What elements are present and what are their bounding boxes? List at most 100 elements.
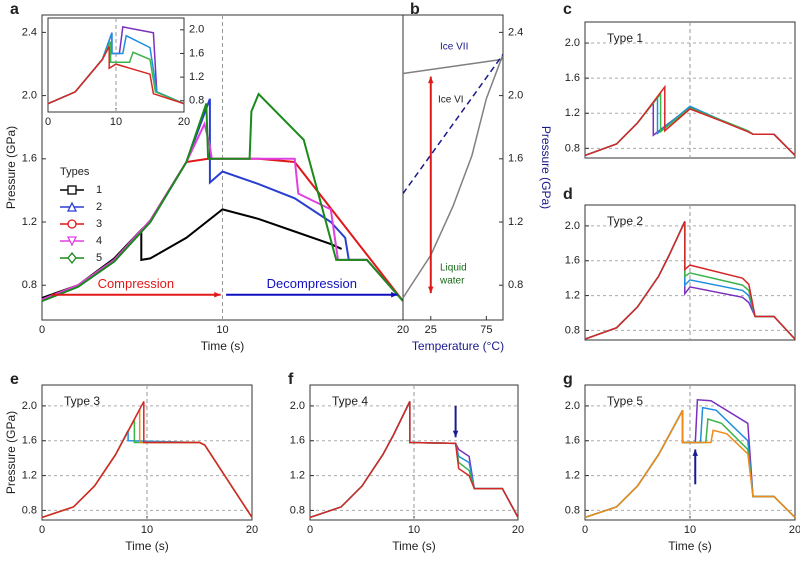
panel-title: Type 1 (607, 31, 643, 45)
y-tick-label: 0.8 (290, 504, 305, 516)
y-axis-title: Pressure (GPa) (539, 126, 553, 209)
panel-letter: c (563, 1, 572, 18)
y-tick-label: 2.0 (565, 220, 580, 232)
y-tick-label: 0.8 (22, 279, 37, 291)
y-tick-label: 2.0 (22, 90, 37, 102)
series-line (41, 208, 343, 299)
y-tick-label: 1.6 (22, 435, 37, 447)
legend-label: 3 (96, 218, 102, 230)
series-line (584, 409, 796, 519)
legend-label: 2 (96, 201, 102, 213)
y-tick-label: 2.4 (22, 26, 37, 38)
arrow-head (214, 291, 221, 298)
y-axis-title: Pressure (GPa) (4, 411, 18, 494)
x-tick-label: 25 (425, 324, 437, 336)
y-tick-label: 1.6 (508, 153, 523, 165)
x-axis-title: Time (s) (392, 539, 436, 553)
panel-letter: f (288, 371, 294, 388)
x-tick-label: 20 (246, 524, 258, 536)
y-tick-label: 2.0 (565, 400, 580, 412)
y-tick-label: 1.2 (565, 289, 580, 301)
x-tick-label: 75 (480, 324, 492, 336)
x-tick-label: 20 (512, 524, 524, 536)
arrow-label: Decompression (267, 276, 357, 291)
x-tick-label: 10 (684, 524, 696, 536)
panel-letter: e (10, 371, 19, 388)
y-tick-label: 0.8 (508, 279, 523, 291)
arrow-head (428, 286, 434, 294)
y-tick-label: 2.0 (290, 400, 305, 412)
x-tick-label: 10 (141, 524, 153, 536)
legend-label: 5 (96, 252, 102, 264)
x-axis-title: Time (s) (668, 539, 712, 553)
arrow-head (452, 430, 459, 438)
x-tick-label: 10 (110, 116, 122, 128)
y-tick-label: 0.8 (565, 142, 580, 154)
series-line (402, 54, 504, 299)
x-tick-label: 0 (39, 524, 45, 536)
legend-label: 1 (96, 184, 102, 196)
y-tick-label: 2.0 (189, 24, 204, 36)
y-tick-label: 1.2 (290, 469, 305, 481)
legend-title: Types (60, 166, 90, 178)
x-tick-label: 0 (582, 524, 588, 536)
panel-title: Type 3 (64, 394, 100, 408)
panel-letter: d (563, 186, 573, 203)
y-axis-title: Pressure (GPa) (4, 126, 18, 209)
series-line (41, 92, 404, 302)
y-tick-label: 1.6 (189, 47, 204, 59)
panel-title: Type 2 (607, 214, 643, 228)
x-tick-label: 0 (45, 116, 51, 128)
arrow-head (692, 449, 698, 456)
y-tick-label: 2.0 (508, 90, 523, 102)
x-axis-title: Time (s) (201, 339, 245, 353)
y-tick-label: 1.2 (565, 107, 580, 119)
x-tick-label: 10 (408, 524, 420, 536)
y-tick-label: 1.6 (565, 72, 580, 84)
x-tick-label: 0 (39, 324, 45, 336)
y-tick-label: 1.6 (22, 153, 37, 165)
series-line (584, 221, 796, 340)
y-tick-label: 2.4 (508, 26, 523, 38)
annotation: Ice VII (440, 42, 468, 53)
series-line (402, 54, 504, 195)
legend-label: 4 (96, 235, 102, 247)
panel-title: Type 5 (607, 394, 643, 408)
y-tick-label: 2.0 (22, 400, 37, 412)
panel-letter: a (10, 1, 19, 18)
panel-letter: g (563, 371, 573, 388)
annotation: water (439, 276, 465, 287)
y-tick-label: 0.8 (189, 95, 204, 107)
y-tick-label: 2.0 (565, 37, 580, 49)
y-tick-label: 1.2 (508, 216, 523, 228)
arrow-head (428, 76, 434, 84)
panel-title: Type 4 (332, 394, 368, 408)
legend-marker (66, 236, 78, 247)
y-tick-label: 0.8 (565, 324, 580, 336)
series-line (41, 401, 253, 519)
series-line (402, 58, 504, 75)
x-axis-title: Time (s) (125, 539, 169, 553)
x-tick-label: 20 (178, 116, 190, 128)
y-tick-label: 1.6 (565, 255, 580, 267)
y-tick-label: 1.2 (22, 216, 37, 228)
y-tick-label: 0.8 (565, 504, 580, 516)
legend-marker (67, 185, 77, 195)
annotation: Ice VI (438, 95, 464, 106)
y-tick-label: 1.6 (565, 435, 580, 447)
legend-marker (67, 251, 77, 265)
series-line (47, 46, 185, 105)
y-tick-label: 1.6 (290, 435, 305, 447)
arrow-head (391, 291, 398, 298)
series-line (41, 121, 404, 302)
legend-marker (67, 219, 77, 229)
arrow-label: Compression (98, 276, 175, 291)
series-line (584, 84, 796, 157)
annotation: Liquid (440, 263, 467, 274)
x-tick-label: 20 (789, 524, 800, 536)
y-tick-label: 1.2 (22, 469, 37, 481)
x-tick-label: 10 (216, 324, 228, 336)
x-tick-label: 20 (397, 324, 409, 336)
y-tick-label: 1.2 (565, 469, 580, 481)
series-line (309, 401, 519, 519)
